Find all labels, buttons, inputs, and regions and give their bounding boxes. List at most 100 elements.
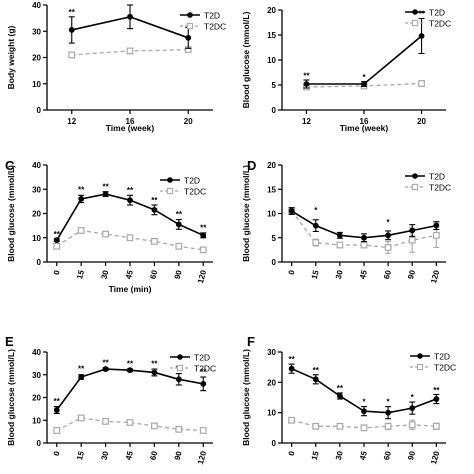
legend-label: T2D (184, 175, 200, 185)
x-tick-label: 60 (382, 450, 393, 461)
panel-letter: F (247, 334, 255, 349)
data-point (102, 191, 109, 198)
y-axis-label: Blood glucose (mmol/L) (6, 349, 16, 446)
data-point (175, 376, 182, 383)
y-tick-label: 10 (267, 56, 276, 65)
legend-marker (166, 187, 174, 195)
panel-letter: C (5, 158, 15, 173)
legend-label: T2DC (194, 363, 216, 373)
significance-label: ** (78, 365, 85, 374)
data-point (68, 27, 75, 33)
series-t2dc (53, 414, 207, 434)
data-point (199, 427, 207, 434)
significance-label: ** (69, 8, 76, 17)
y-tick-label: 0 (37, 106, 42, 115)
x-tick-label: 20 (417, 117, 426, 126)
data-point (288, 416, 296, 424)
data-point (127, 367, 133, 374)
legend-marker (186, 22, 194, 30)
data-point (77, 414, 85, 422)
legend-label: T2D (434, 351, 450, 361)
significance-label: ** (433, 386, 440, 395)
data-point (175, 242, 183, 250)
significance-label: ** (151, 196, 158, 205)
significance-label: ** (289, 355, 296, 364)
x-tick-label: 120 (429, 450, 441, 466)
y-tick-label: 0 (37, 439, 42, 448)
x-tick-label: 60 (148, 269, 159, 280)
data-point (303, 81, 310, 87)
data-point (78, 374, 85, 380)
x-tick-label: 15 (75, 269, 86, 280)
x-tick-label: 60 (148, 450, 159, 461)
y-tick-label: 0 (272, 258, 277, 267)
series-t2d (288, 363, 440, 420)
data-point (53, 242, 61, 250)
x-tick-label: 45 (358, 269, 369, 280)
series-t2d (53, 366, 207, 414)
y-tick-label: 20 (267, 161, 276, 170)
x-tick-label: 0 (52, 450, 62, 457)
panel-letter: E (5, 334, 14, 349)
x-tick-label: 45 (124, 269, 135, 280)
data-point (53, 237, 60, 244)
x-tick-label: 15 (310, 269, 321, 280)
data-point (175, 221, 182, 228)
legend-label: T2D (204, 10, 220, 20)
significance-label: ** (200, 223, 207, 232)
series-t2d (303, 17, 425, 89)
significance-label: ** (337, 384, 344, 393)
y-tick-label: 10 (32, 80, 41, 89)
data-point (151, 237, 158, 245)
y-tick-label: 20 (267, 378, 276, 387)
data-point (433, 396, 440, 402)
data-point (53, 407, 60, 413)
x-tick-label: 0 (287, 450, 297, 457)
x-tick-label: 0 (52, 269, 62, 276)
legend-label: T2D (429, 7, 445, 17)
series-t2dc (68, 46, 192, 59)
data-point (312, 222, 319, 229)
data-point (78, 196, 85, 202)
x-tick-label: 16 (126, 117, 135, 126)
y-tick-label: 15 (267, 31, 276, 40)
significance-label: ** (303, 72, 310, 81)
data-point (432, 231, 440, 239)
significance-label: ** (313, 366, 320, 375)
x-tick-label: 30 (100, 450, 111, 461)
x-tick-label: 90 (173, 269, 184, 280)
significance-label: * (387, 218, 391, 227)
series-t2d (68, 4, 192, 49)
legend-label: T2DC (429, 18, 451, 28)
legend-marker (177, 354, 183, 360)
data-point (432, 422, 440, 430)
y-tick-label: 20 (32, 210, 41, 219)
data-point (288, 208, 295, 214)
data-point (361, 408, 367, 415)
chart-panel-e: E 0 10 20 30 40 0 15 30 45 60 90 120 Blood glucose (m… (5, 334, 216, 465)
significance-label: ** (127, 0, 134, 5)
y-tick-label: 10 (32, 234, 41, 243)
data-point (336, 422, 344, 430)
data-point (102, 230, 109, 238)
x-tick-label: 120 (196, 450, 208, 466)
y-axis-label: Blood glucose (mmol/L) (241, 349, 251, 446)
panel-letter: D (247, 158, 256, 173)
y-tick-label: 30 (32, 27, 41, 36)
x-axis-label: Time (week) (106, 123, 155, 133)
x-tick-label: 30 (100, 269, 111, 280)
legend-marker (416, 363, 424, 371)
significance-label: ** (102, 182, 109, 191)
significance-label: * (362, 398, 366, 407)
y-tick-label: 5 (272, 234, 277, 243)
y-tick-label: 20 (32, 394, 41, 403)
y-tick-label: 40 (32, 1, 41, 10)
data-point (433, 222, 440, 229)
data-point (408, 236, 416, 244)
series-t2d (53, 191, 207, 244)
data-point (126, 419, 134, 426)
